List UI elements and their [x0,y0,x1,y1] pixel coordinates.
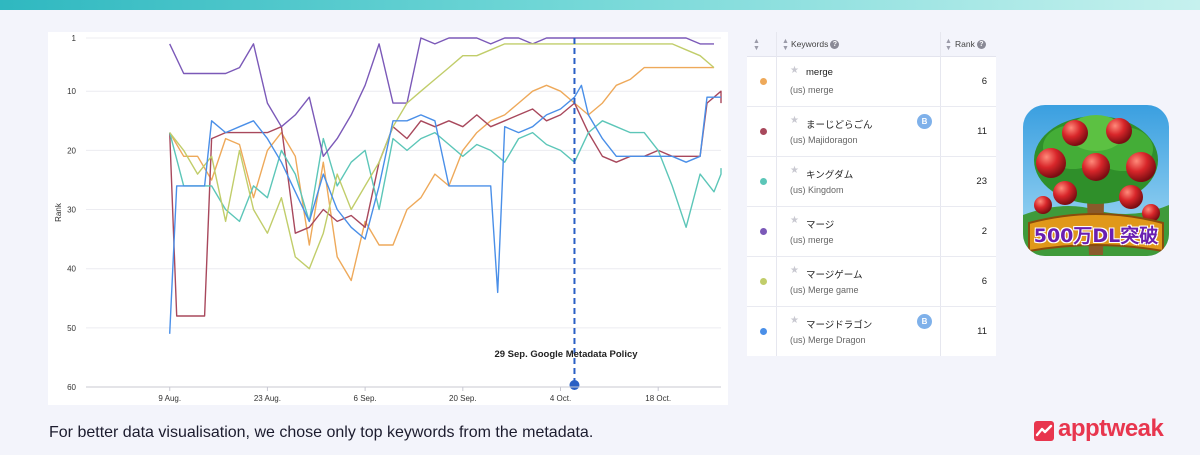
keywords-table: ▲ ▼ ▲ ▼ Keywords? ▲ ▼ Rank? ★ merge (us) me… [747,32,996,356]
table-row[interactable]: ★ キングダム (us) Kingdom 23 [747,157,996,207]
keyword-label: マージ [806,220,835,231]
top-accent-bar [0,0,1200,10]
apptweak-logo-icon [1034,421,1054,441]
keyword-country-label: (us) Majidoragon [790,135,858,145]
y-axis-label: Rank [54,202,63,222]
y-tick-label: 1 [72,34,77,43]
keywords-column-header[interactable]: Keywords? [791,39,840,50]
keyword-rank-value: 11 [977,126,987,137]
series-line-merge [169,66,714,282]
keyword-label: キングダム [806,170,854,181]
table-row[interactable]: ★ マージ (us) merge 2 [747,207,996,257]
table-row[interactable]: ★ merge (us) merge 6 [747,57,996,107]
keyword-country-label: (us) Kingdom [790,185,844,195]
series-color-dot [760,228,767,235]
keyword-rank-value: 6 [981,276,987,287]
series-line-kingdom [169,120,722,228]
keyword-rank-value: 11 [977,326,987,337]
series-line-majidoragon [169,90,722,317]
star-icon[interactable]: ★ [790,265,799,276]
star-icon[interactable]: ★ [790,115,799,126]
column-divider [776,32,777,356]
series-line-merge-dragon [169,84,721,334]
series-line-maji [169,37,714,157]
star-icon[interactable]: ★ [790,65,799,76]
y-tick-label: 30 [67,206,76,215]
keyword-rank-value: 23 [976,176,987,187]
keyword-country-label: (us) merge [790,235,834,245]
keyword-country-label: (us) merge [790,85,834,95]
brand-keyword-badge: B [917,314,932,329]
sort-keywords-icon[interactable]: ▲ ▼ [782,38,789,52]
series-color-dot [760,78,767,85]
y-tick-label: 40 [67,265,76,274]
table-row[interactable]: ★ マージゲーム (us) Merge game 6 [747,257,996,307]
series-color-dot [760,278,767,285]
help-icon[interactable]: ? [830,40,840,50]
sort-rank-icon[interactable]: ▲ ▼ [945,38,952,52]
keywords-header-label: Keywords [791,39,829,49]
apptweak-logo-text: apptweak [1058,415,1164,442]
y-tick-label: 20 [67,146,76,155]
column-divider [940,32,941,356]
x-tick-label: 23 Aug. [254,394,281,403]
star-icon[interactable]: ★ [790,215,799,226]
help-icon[interactable]: ? [976,40,986,50]
series-color-dot [760,128,767,135]
series-color-dot [760,178,767,185]
sort-icon[interactable]: ▲ ▼ [753,38,760,52]
annotation-marker [569,380,580,390]
series-color-dot [760,328,767,335]
apptweak-logo: apptweak [1034,415,1194,444]
star-icon[interactable]: ★ [790,315,799,326]
x-tick-label: 18 Oct. [645,394,671,403]
rank-line-chart-svg: 29 Sep. Google Metadata Policy 1 10 20 30 40… [54,34,722,403]
keyword-label: マージゲーム [806,270,863,281]
star-icon[interactable]: ★ [790,165,799,176]
brand-keyword-badge: B [917,114,932,129]
keyword-rank-chart: 29 Sep. Google Metadata Policy 1 10 20 30 40… [48,32,728,405]
merge-dragon-app-icon: 500万DL突破 [1023,105,1169,256]
app-icon-artwork [1023,105,1169,256]
keyword-country-label: (us) Merge Dragon [790,335,866,345]
keyword-country-label: (us) Merge game [790,285,859,295]
x-tick-label: 6 Sep. [354,394,377,403]
app-icon-badge-text: 500万DL突破 [1033,225,1159,247]
y-tick-label: 50 [67,324,76,333]
table-row[interactable]: ★ まーじどらごん B (us) Majidoragon 11 [747,107,996,157]
rank-column-header[interactable]: Rank? [955,39,986,50]
keyword-label: マージドラゴン [806,320,873,331]
x-tick-label: 20 Sep. [449,394,477,403]
keyword-rank-value: 2 [981,226,987,237]
table-row[interactable]: ★ マージドラゴン B (us) Merge Dragon 11 [747,307,996,357]
keywords-table-header: ▲ ▼ ▲ ▼ Keywords? ▲ ▼ Rank? [747,32,996,57]
keyword-label: まーじどらごん [806,120,873,131]
y-tick-label: 60 [67,383,76,392]
x-tick-label: 9 Aug. [158,394,181,403]
rank-header-label: Rank [955,39,975,49]
x-tick-label: 4 Oct. [550,394,571,403]
series-line-merge-game [169,43,715,270]
chart-caption: For better data visualisation, we chose … [49,424,594,441]
keyword-label: merge [806,67,833,78]
keyword-rank-value: 6 [981,76,987,87]
annotation-label: 29 Sep. Google Metadata Policy [494,349,638,360]
y-tick-label: 10 [67,87,76,96]
